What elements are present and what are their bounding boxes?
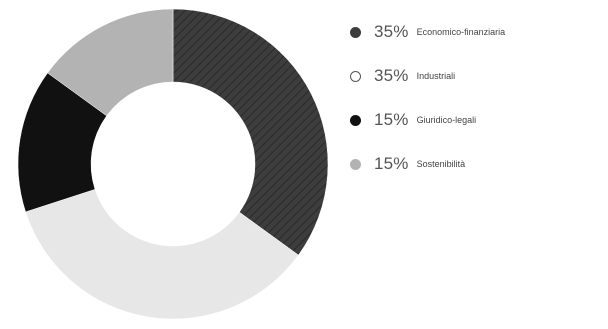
legend-pct: 35% (374, 66, 409, 85)
donut-chart (17, 8, 329, 320)
legend-item-giuridico-legali: 15% Giuridico-legali (350, 108, 600, 132)
legend: 35% Economico-finanziaria 35% Industrial… (350, 20, 600, 196)
legend-marker-economico-finanziaria (350, 26, 361, 38)
legend-label: Sostenibilità (416, 159, 466, 169)
legend-label: Industriali (416, 71, 456, 81)
legend-item-economico-finanziaria: 35% Economico-finanziaria (350, 20, 600, 44)
legend-item-industriali: 35% Industriali (350, 64, 600, 88)
donut-slice-sostenibilita (47, 8, 174, 117)
legend-pct: 15% (374, 110, 409, 129)
donut-slice-economico-finanziaria (172, 8, 329, 256)
legend-pct: 15% (374, 154, 409, 173)
donut-slices (17, 8, 329, 320)
legend-pct: 35% (374, 22, 409, 41)
legend-marker-sostenibilita (350, 158, 361, 170)
legend-marker-giuridico-legali (350, 114, 361, 126)
legend-marker-industriali (350, 70, 361, 82)
legend-label: Giuridico-legali (416, 115, 477, 125)
legend-item-sostenibilita: 15% Sostenibilità (350, 152, 600, 176)
legend-label: Economico-finanziaria (416, 27, 506, 37)
donut-slice-industriali (25, 189, 299, 320)
